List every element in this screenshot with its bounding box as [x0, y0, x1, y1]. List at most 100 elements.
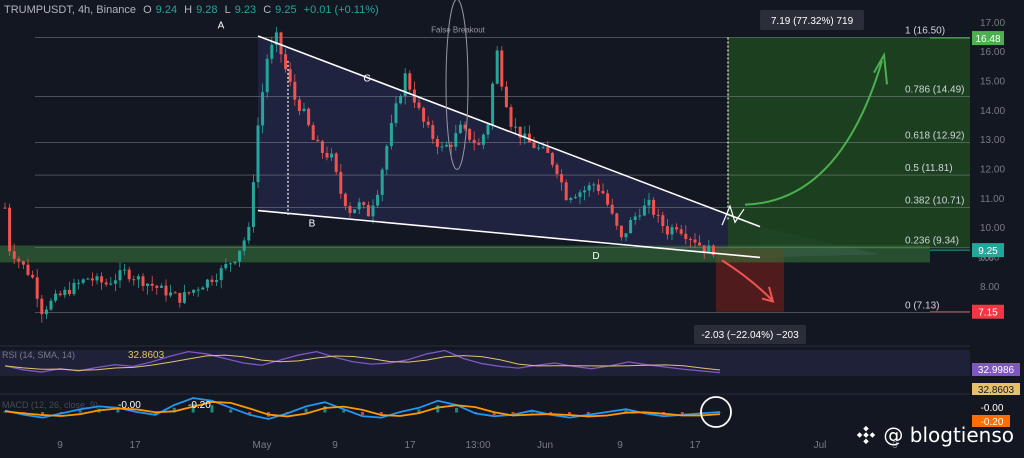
- pattern-point-label: D: [592, 251, 599, 262]
- candle-body: [334, 153, 338, 172]
- symbol-header: TRUMPUSDT, 4h, Binance O 9.24 H 9.28 L 9.23…: [4, 4, 379, 16]
- candle-body: [293, 81, 297, 100]
- candle-body: [261, 92, 265, 126]
- candle-body: [100, 276, 104, 283]
- candle-body: [440, 146, 444, 148]
- candle-body: [514, 126, 518, 128]
- x-tick-label: 9: [57, 440, 63, 451]
- macd-histogram-bar: [511, 412, 515, 415]
- candle-body: [146, 283, 150, 286]
- countdown-label: 9.05: [978, 254, 994, 263]
- candle-body: [615, 213, 619, 226]
- macd-histogram-bar: [210, 405, 214, 413]
- candle-body: [302, 108, 306, 112]
- price-label-box: [972, 243, 1004, 258]
- fib-label: 0.5 (11.81): [905, 163, 953, 174]
- rsi-title: RSI (14, SMA, 14): [2, 350, 75, 360]
- macd-histogram-bar: [379, 412, 383, 416]
- rsi-ma-line: [4, 354, 721, 371]
- candle-body: [647, 199, 651, 206]
- candle-body: [449, 144, 453, 147]
- candle-body: [279, 32, 283, 55]
- macd-histogram-bar: [567, 412, 571, 416]
- candle-body: [233, 261, 237, 264]
- rsi-value-text: 32.9986: [978, 365, 1015, 376]
- candle-body: [224, 264, 228, 269]
- candle-body: [601, 191, 605, 194]
- macd-histogram-bar: [549, 412, 553, 415]
- target-box: [760, 10, 864, 30]
- candle-body: [665, 226, 669, 235]
- bearish-arrowhead: [761, 286, 775, 303]
- macd-histogram-bar: [530, 411, 534, 413]
- candle-body: [173, 292, 177, 294]
- candle-body: [380, 169, 384, 195]
- candle-body: [182, 292, 186, 303]
- candle-body: [228, 263, 232, 265]
- fib-label: 0.618 (12.92): [905, 130, 965, 141]
- candle-body: [394, 103, 398, 123]
- candle-body: [127, 269, 131, 280]
- candle-body: [422, 107, 426, 122]
- candle-body: [633, 216, 637, 220]
- candle-body: [454, 133, 458, 147]
- candle-body: [169, 292, 173, 296]
- bearish-arrow: [721, 259, 773, 301]
- candle-body: [661, 215, 665, 227]
- candle-body: [463, 124, 467, 129]
- symbol-name[interactable]: TRUMPUSDT, 4h, Binance: [4, 4, 137, 16]
- fib-label: 1 (16.50): [905, 25, 945, 36]
- candle-body: [578, 192, 582, 197]
- wedge-area: [258, 36, 760, 258]
- candle-body: [49, 300, 53, 310]
- candle-body: [362, 202, 366, 205]
- candle-body: [17, 258, 21, 262]
- candle-body: [491, 83, 495, 125]
- signal-inline-value: -0.20: [188, 400, 211, 411]
- y-tick-label: 16.00: [980, 47, 1005, 58]
- candle-body: [256, 125, 260, 183]
- candle-body: [123, 269, 127, 271]
- candle-body: [196, 289, 200, 291]
- candle-body: [311, 125, 315, 140]
- signal-value-box: [972, 415, 1010, 427]
- candle-body: [339, 171, 343, 194]
- candle-body: [426, 121, 430, 126]
- candle-body: [481, 134, 485, 145]
- candle-body: [619, 225, 623, 238]
- candle-body: [58, 293, 62, 296]
- fib-label: 0.236 (9.34): [905, 235, 959, 246]
- macd-histogram-bar: [172, 407, 176, 413]
- macd-histogram-bar: [436, 405, 440, 413]
- wedge-upper-line: [257, 35, 761, 228]
- breakout-arrow: [721, 204, 745, 226]
- highlight-circle: [700, 396, 732, 428]
- candle-body: [693, 239, 697, 243]
- candle-body: [675, 227, 679, 230]
- candle-body: [688, 239, 692, 241]
- candle-body: [238, 250, 242, 262]
- candle-body: [504, 86, 508, 108]
- macd-histogram-bar: [417, 409, 421, 413]
- candle-body: [587, 185, 591, 191]
- candle-body: [389, 122, 393, 147]
- candle-body: [652, 199, 656, 215]
- candle-body: [472, 139, 476, 144]
- x-tick-label: 17: [129, 440, 141, 451]
- y-tick-label: 8.00: [980, 282, 1000, 293]
- y-tick-label: 11.00: [980, 194, 1005, 205]
- candle-body: [150, 283, 154, 286]
- candle-body: [656, 214, 660, 216]
- macd-histogram-bar: [304, 408, 308, 413]
- high-value: 9.28: [196, 4, 218, 16]
- candle-body: [385, 146, 389, 170]
- candle-body: [500, 50, 504, 87]
- candle-body: [210, 279, 214, 283]
- candle-body: [560, 174, 564, 183]
- false-breakout-label: False Breakout: [431, 26, 486, 35]
- y-tick-label: 9.00: [980, 252, 1000, 263]
- candle-body: [417, 102, 421, 108]
- candle-body: [527, 133, 531, 143]
